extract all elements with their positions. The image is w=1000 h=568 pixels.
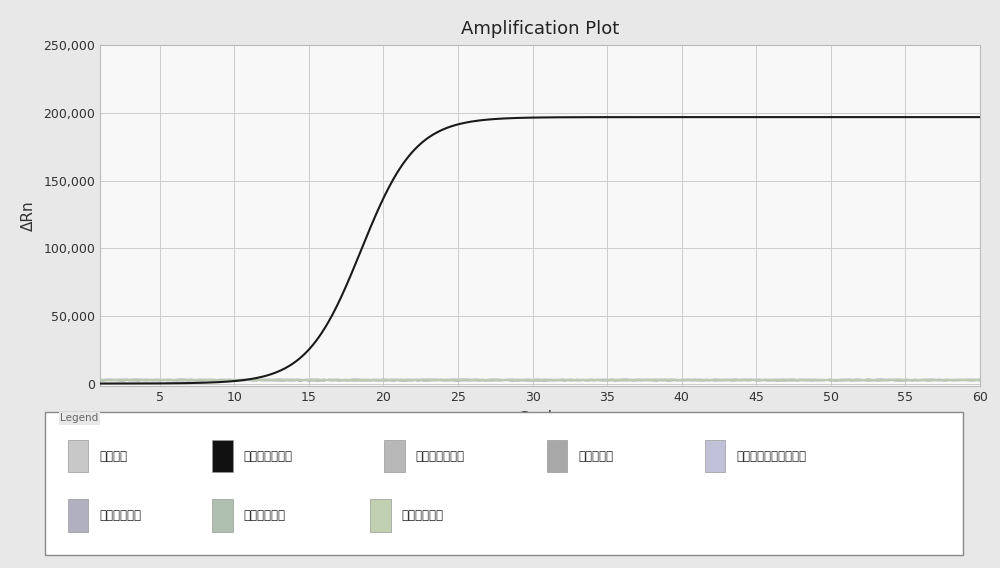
Text: 副溶血性弧菌: 副溶血性弧菌 [402, 509, 444, 522]
Text: 大肠埃希氏菌: 大肠埃希氏菌 [244, 509, 286, 522]
Text: 金黄色葡萄球菌: 金黄色葡萄球菌 [416, 450, 465, 463]
X-axis label: Cycle: Cycle [517, 410, 563, 428]
Text: 鼠伤寡沙门氏菌: 鼠伤寡沙门氏菌 [244, 450, 293, 463]
Text: Legend: Legend [60, 414, 99, 423]
Title: Amplification Plot: Amplification Plot [461, 20, 619, 38]
Text: 阿崎肠杆菌: 阿崎肠杆菌 [578, 450, 613, 463]
FancyBboxPatch shape [370, 499, 391, 532]
Text: 福氏志贺氏菌: 福氏志贺氏菌 [100, 509, 142, 522]
FancyBboxPatch shape [45, 412, 963, 555]
Text: 阴性对照: 阴性对照 [100, 450, 128, 463]
FancyBboxPatch shape [384, 440, 405, 473]
FancyBboxPatch shape [705, 440, 725, 473]
FancyBboxPatch shape [68, 499, 88, 532]
Text: 单细胞增生李斯特氏菌: 单细胞增生李斯特氏菌 [737, 450, 807, 463]
FancyBboxPatch shape [212, 499, 233, 532]
FancyBboxPatch shape [547, 440, 567, 473]
FancyBboxPatch shape [68, 440, 88, 473]
Y-axis label: ΔRn: ΔRn [21, 201, 36, 231]
FancyBboxPatch shape [212, 440, 233, 473]
